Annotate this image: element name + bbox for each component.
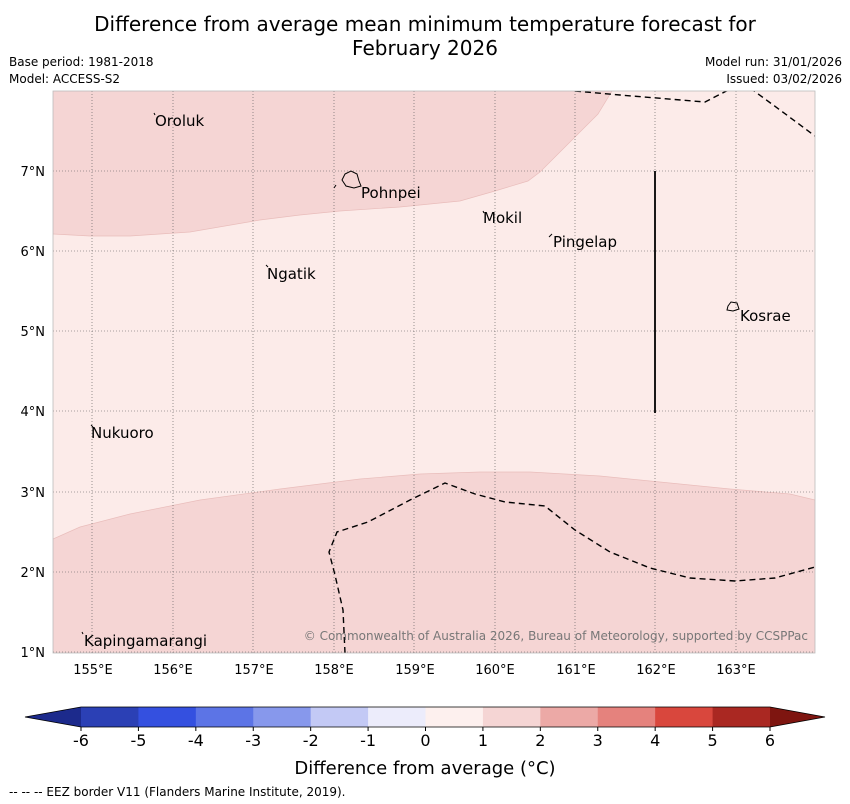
copyright-notice: © Commonwealth of Australia 2026, Bureau… <box>304 629 808 643</box>
eez-borders <box>328 91 815 653</box>
colorbar-tick-label: 2 <box>535 731 545 750</box>
label-pohnpei: Pohnpei <box>361 184 421 202</box>
ant-atoll <box>333 184 337 189</box>
footer-eez-note: -- -- -- EEZ border V11 (Flanders Marine… <box>9 785 346 799</box>
colorbar-swatch <box>540 707 599 727</box>
colorbar-tick-label: -2 <box>303 731 319 750</box>
colorbar-swatch <box>81 707 139 727</box>
lat-tick-1: 1°N <box>21 646 46 661</box>
meta-left: Base period: 1981-2018 Model: ACCESS-S2 <box>9 54 154 88</box>
lon-tick-163: 163°E <box>716 663 756 678</box>
meta-right: Model run: 31/01/2026 Issued: 03/02/2026 <box>705 54 842 88</box>
mokil-atoll <box>482 210 485 214</box>
base-period: Base period: 1981-2018 <box>9 55 154 69</box>
colorbar-tick-label: 4 <box>650 731 660 750</box>
colorbar-swatches <box>24 706 826 728</box>
colorbar-tick-label: 1 <box>478 731 488 750</box>
map-title: Difference from average mean minimum tem… <box>0 12 850 60</box>
label-oroluk: Oroluk <box>155 112 204 130</box>
colorbar-swatch <box>482 707 541 727</box>
colorbar: -6 -5 -4 -3 -2 -1 0 1 2 3 4 5 6 Difference from aver… <box>24 706 826 779</box>
lat-tick-5: 5°N <box>21 325 46 340</box>
map-frame <box>52 90 816 654</box>
lat-tick-2: 2°N <box>21 566 46 581</box>
colorbar-swatch <box>425 707 484 727</box>
label-mokil: Mokil <box>483 209 522 227</box>
contour-north <box>53 91 613 237</box>
lon-tick-158: 158°E <box>314 663 354 678</box>
lon-tick-159: 159°E <box>395 663 435 678</box>
label-nukuoro: Nukuoro <box>91 424 154 442</box>
lon-tick-160: 160°E <box>475 663 515 678</box>
lat-tick-3: 3°N <box>21 486 46 501</box>
lat-tick-4: 4°N <box>21 405 46 420</box>
contour-south <box>53 471 815 540</box>
pingelap-atoll <box>548 233 553 238</box>
anomaly-band-south-2-3 <box>53 472 815 653</box>
title-line-2: February 2026 <box>352 36 498 60</box>
colorbar-tick-label: -6 <box>73 731 89 750</box>
gridlines <box>53 91 815 653</box>
label-kosrae: Kosrae <box>740 307 791 325</box>
lon-tick-156: 156°E <box>153 663 193 678</box>
model-run: Model run: 31/01/2026 <box>704 55 842 69</box>
lon-tick-161: 161°E <box>556 663 596 678</box>
issued-date: Issued: 03/02/2026 <box>726 72 842 86</box>
oroluk-atoll <box>153 112 156 116</box>
label-pingelap: Pingelap <box>553 233 617 251</box>
ngatik-atoll <box>265 264 269 268</box>
lat-tick-7: 7°N <box>21 165 46 180</box>
colorbar-extend-low <box>25 707 81 727</box>
colorbar-tick-label: 0 <box>420 731 430 750</box>
kosrae-island <box>726 301 740 312</box>
label-ngatik: Ngatik <box>267 265 316 283</box>
colorbar-tick-label: -1 <box>360 731 376 750</box>
eez-south <box>328 482 815 653</box>
colorbar-ticks: -6 -5 -4 -3 -2 -1 0 1 2 3 4 5 6 <box>73 727 775 750</box>
colorbar-title: Difference from average (°C) <box>294 758 555 779</box>
colorbar-tick-label: 6 <box>765 731 775 750</box>
label-kapingamarangi: Kapingamarangi <box>84 632 207 650</box>
title-line-1: Difference from average mean minimum tem… <box>94 12 756 36</box>
lon-tick-155: 155°E <box>73 663 113 678</box>
eez-northeast <box>752 91 815 137</box>
colorbar-swatch <box>253 707 312 727</box>
colorbar-extend-high <box>770 707 825 727</box>
lat-axis: 7°N 6°N 5°N 4°N 3°N 2°N 1°N <box>21 165 46 661</box>
colorbar-tick-label: 3 <box>593 731 603 750</box>
colorbar-swatch <box>138 707 197 727</box>
map-area: Oroluk Pohnpei Mokil Pingelap Ngatik Kos… <box>52 90 816 654</box>
colorbar-tick-label: -3 <box>245 731 261 750</box>
colorbar-swatch <box>368 707 426 727</box>
colorbar-tick-label: 5 <box>707 731 717 750</box>
lon-axis: 155°E 156°E 157°E 158°E 159°E 160°E 161°… <box>73 663 756 678</box>
anomaly-band-north-2-3 <box>53 91 612 236</box>
colorbar-swatch <box>597 707 656 727</box>
place-labels: Oroluk Pohnpei Mokil Pingelap Ngatik Kos… <box>84 112 791 650</box>
colorbar-swatch <box>712 707 771 727</box>
pohnpei-island <box>341 170 362 189</box>
island-outlines <box>81 112 740 635</box>
lon-tick-157: 157°E <box>234 663 274 678</box>
model-name: Model: ACCESS-S2 <box>9 72 121 86</box>
lon-tick-162: 162°E <box>636 663 676 678</box>
colorbar-swatch <box>655 707 714 727</box>
kapingamarangi-atoll <box>81 631 84 635</box>
nukuoro-atoll <box>90 424 94 428</box>
colorbar-swatch <box>310 707 369 727</box>
colorbar-swatch <box>195 707 254 727</box>
lat-tick-6: 6°N <box>21 245 46 260</box>
colorbar-tick-label: -5 <box>130 731 146 750</box>
eez-north <box>574 91 728 103</box>
colorbar-tick-label: -4 <box>188 731 204 750</box>
